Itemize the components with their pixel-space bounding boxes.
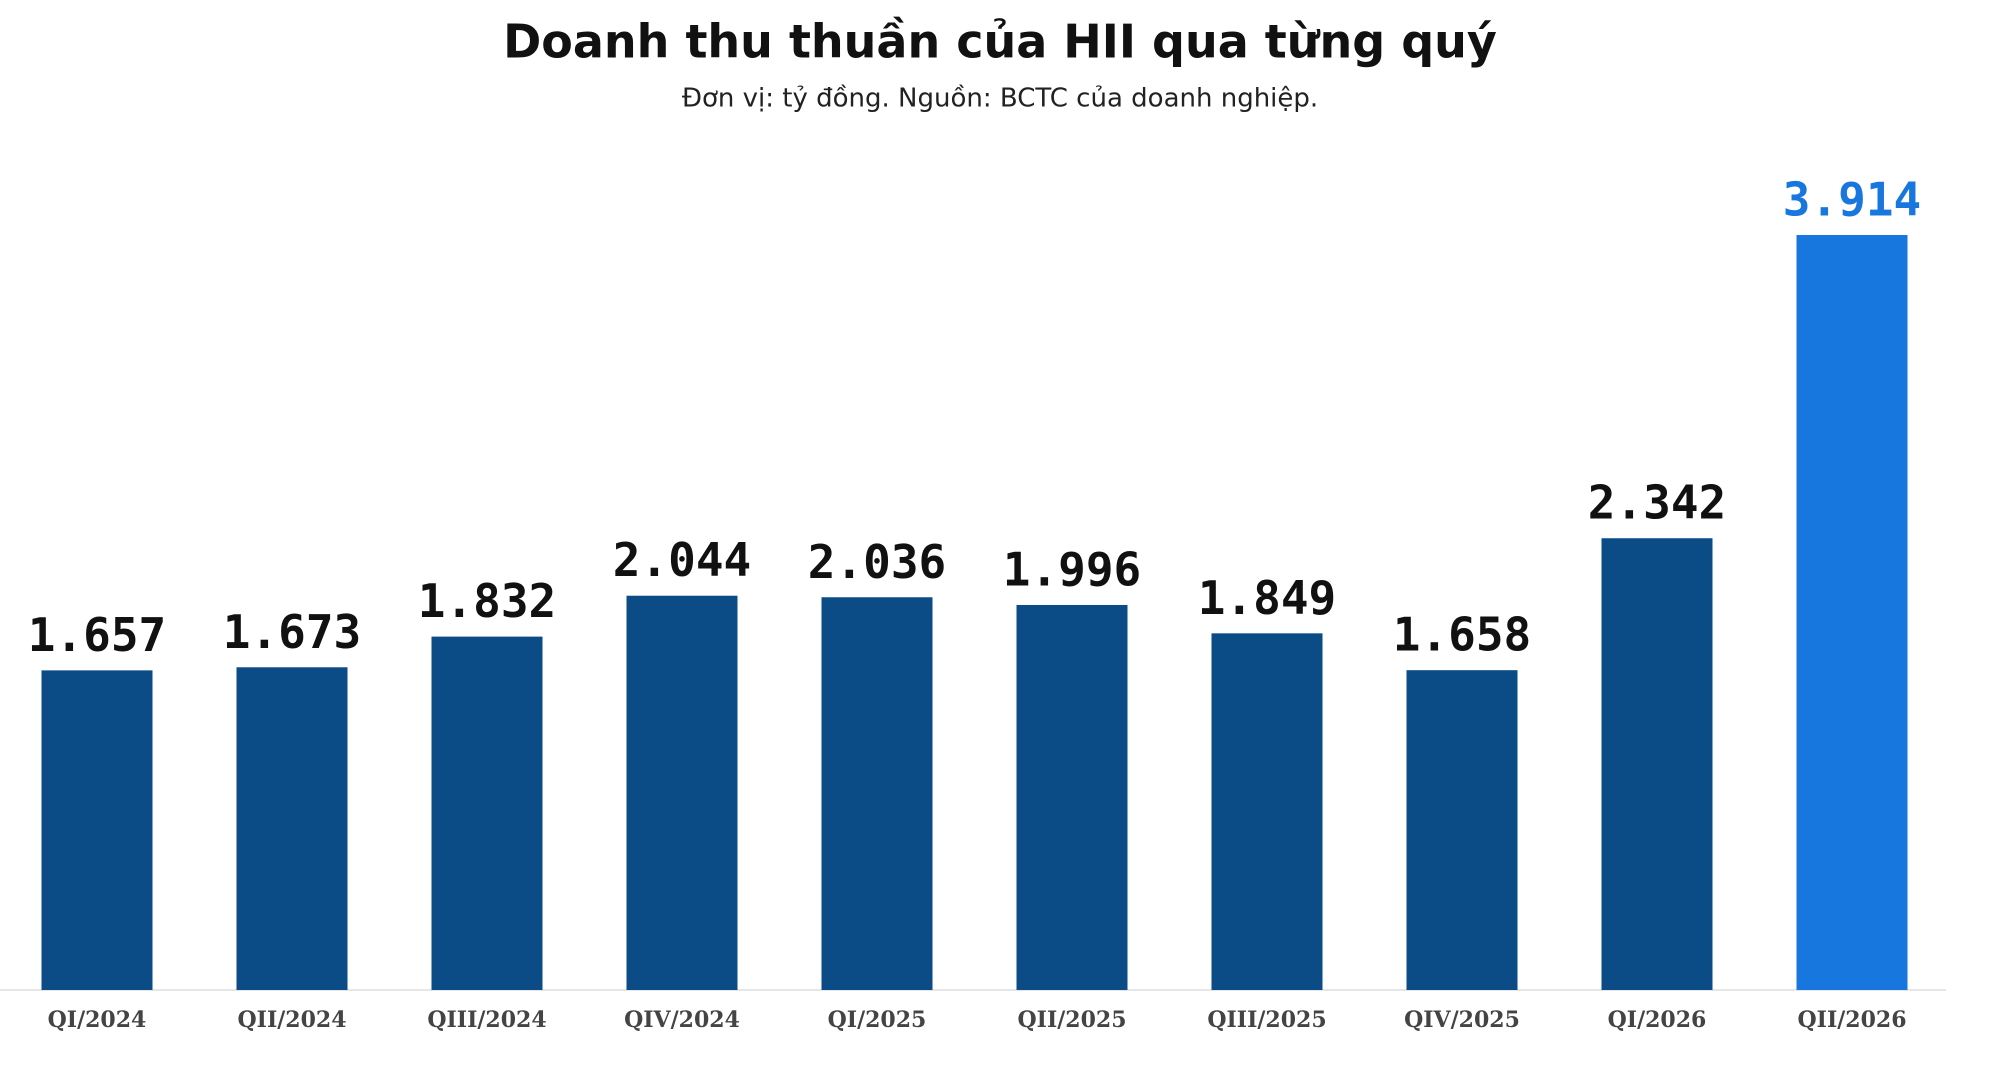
x-tick-label: QII/2025 [1017, 1007, 1126, 1033]
x-tick-label: QI/2025 [828, 1007, 927, 1033]
x-tick-label: QIII/2024 [427, 1007, 546, 1033]
bar [821, 597, 933, 990]
value-label: 2.036 [808, 535, 946, 589]
bar [1601, 538, 1713, 990]
x-tick-label: QI/2026 [1608, 1007, 1707, 1033]
value-label: 2.044 [613, 533, 751, 587]
bar [1406, 670, 1518, 990]
x-tick-label: QII/2024 [237, 1007, 346, 1033]
bar [1211, 633, 1323, 990]
value-label: 1.658 [1393, 608, 1531, 662]
chart-subtitle: Đơn vị: tỷ đồng. Nguồn: BCTC của doanh n… [682, 84, 1318, 114]
bar [626, 595, 738, 990]
value-label: 1.673 [223, 605, 361, 659]
x-tick-label: QIII/2025 [1207, 1007, 1326, 1033]
x-tick-label: QIV/2025 [1404, 1007, 1520, 1033]
bar [431, 636, 543, 990]
chart-title: Doanh thu thuần của HII qua từng quý [503, 15, 1497, 69]
bar [1796, 235, 1908, 990]
x-tick-label: QIV/2024 [624, 1007, 740, 1033]
value-label: 1.657 [28, 608, 166, 662]
bar [236, 667, 348, 990]
bar [1016, 604, 1128, 990]
bar [41, 670, 153, 990]
value-label: 1.849 [1198, 571, 1336, 625]
value-label: 2.342 [1588, 476, 1726, 530]
value-label: 1.832 [418, 574, 556, 628]
value-label: 3.914 [1783, 173, 1921, 227]
x-tick-label: QI/2024 [48, 1007, 147, 1033]
x-tick-label: QII/2026 [1797, 1007, 1906, 1033]
value-label: 1.996 [1003, 542, 1141, 596]
